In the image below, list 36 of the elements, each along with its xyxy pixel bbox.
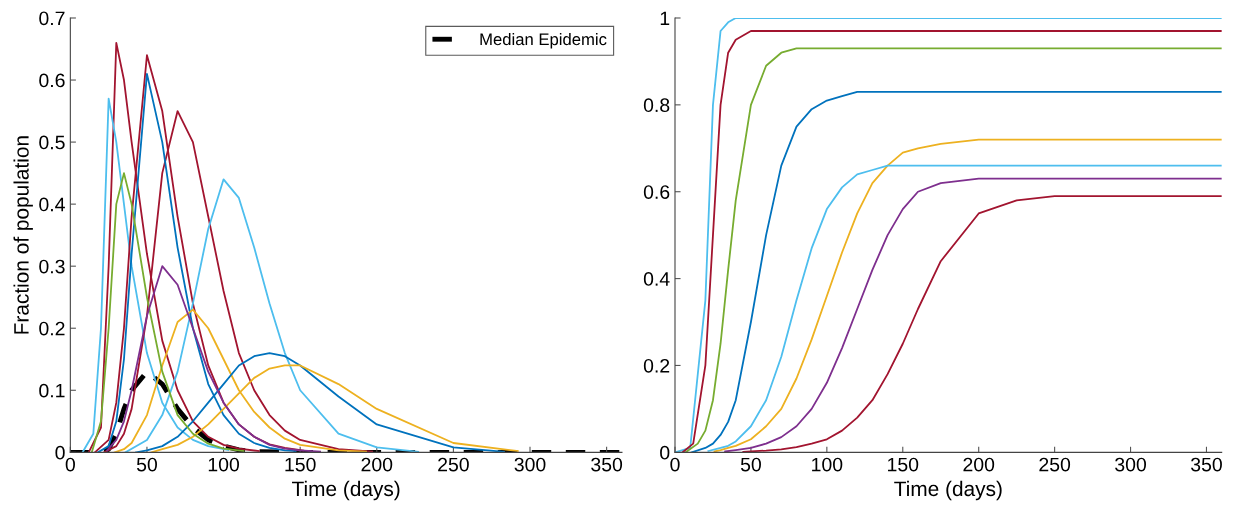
line-series <box>106 265 321 453</box>
x-tick-label: 200 <box>963 457 995 472</box>
x-tick-label: 250 <box>438 457 469 472</box>
x-axis-title: Time (days) <box>292 480 400 501</box>
y-axis-title: Fraction of population <box>13 136 33 334</box>
x-tick-label: 300 <box>514 457 546 472</box>
x-axis-title: Time (days) <box>894 480 1002 501</box>
legend-label: Median Epidemic <box>480 32 607 49</box>
x-tick-label: 200 <box>361 457 393 472</box>
y-tick-label: 0.2 <box>643 358 670 373</box>
y-tick-label: 0.4 <box>39 197 65 212</box>
x-tick-label: 150 <box>888 457 919 472</box>
y-tick-label: 1 <box>660 11 670 26</box>
x-tick-label: 50 <box>740 457 761 472</box>
y-tick-label: 0.3 <box>39 259 65 274</box>
x-tick-label: 0 <box>670 457 680 472</box>
x-tick-label: 350 <box>1191 457 1222 472</box>
line-series <box>90 172 245 453</box>
x-tick-label: 50 <box>136 457 157 472</box>
y-tick-label: 0.6 <box>643 185 670 199</box>
y-tick-label: 0 <box>660 445 670 460</box>
x-tick-label: 100 <box>208 457 240 472</box>
x-tick-label: 150 <box>285 457 316 472</box>
x-tick-label: 0 <box>65 457 75 472</box>
x-tick-label: 350 <box>591 457 623 472</box>
x-tick-label: 300 <box>1115 457 1147 472</box>
y-tick-label: 0 <box>55 445 65 460</box>
y-tick-label: 0.1 <box>39 383 65 398</box>
y-tick-label: 0.4 <box>643 272 670 286</box>
x-tick-label: 250 <box>1039 457 1071 472</box>
x-tick-label: 100 <box>812 457 843 472</box>
y-tick-label: 0.5 <box>39 135 65 150</box>
y-tick-label: 0.6 <box>39 73 65 88</box>
y-tick-label: 0.2 <box>39 321 65 336</box>
y-tick-label: 0.7 <box>39 11 65 26</box>
y-tick-label: 0.8 <box>643 98 670 113</box>
